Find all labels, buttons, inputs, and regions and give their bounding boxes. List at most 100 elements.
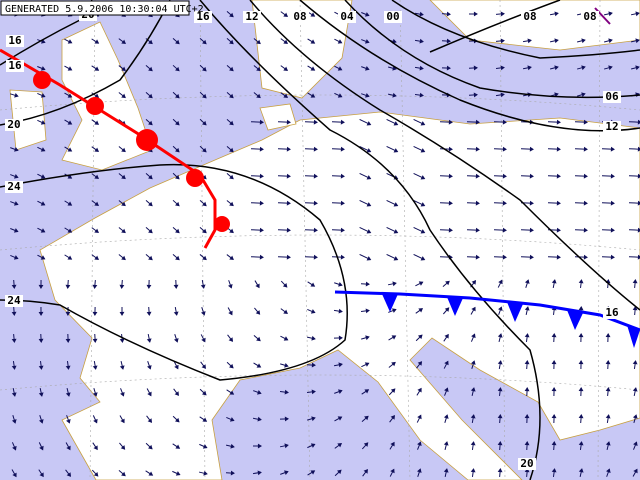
wind-head	[500, 92, 505, 98]
wind-head	[147, 391, 152, 397]
wind-head	[338, 335, 343, 341]
wind-head	[366, 202, 372, 207]
wind-arrow	[549, 65, 559, 71]
wind-head	[148, 120, 153, 126]
wind-head	[443, 468, 449, 473]
wind-arrow	[497, 387, 503, 397]
wind-arrow	[443, 441, 449, 451]
wind-arrow	[306, 335, 316, 341]
wind-arrow	[172, 145, 180, 153]
wind-head	[229, 417, 235, 422]
wind-head	[556, 227, 561, 233]
isobar-labels: 1616202424201612080400080806121620	[5, 8, 621, 470]
wind-head	[444, 333, 449, 339]
isobar-label: 24	[7, 294, 21, 307]
wind-arrow	[551, 360, 557, 370]
wind-head	[175, 174, 180, 180]
wind-arrow	[443, 333, 449, 342]
wind-head	[284, 416, 289, 422]
wind-arrow	[415, 281, 424, 287]
wind-head	[444, 387, 449, 393]
wind-head	[148, 66, 153, 72]
wind-head	[120, 418, 125, 424]
wind-arrow	[92, 306, 98, 316]
wind-head	[417, 414, 422, 420]
wind-arrow	[10, 255, 19, 260]
wind-head	[551, 387, 557, 392]
wind-arrow	[277, 227, 291, 233]
wind-head	[310, 282, 316, 287]
wind-arrow	[601, 254, 615, 260]
wind-head	[174, 391, 179, 396]
wind-head	[498, 279, 503, 285]
wind-arrow	[415, 308, 424, 314]
wind-head	[556, 146, 561, 152]
wind-arrow	[386, 199, 399, 207]
wind-head	[202, 417, 208, 422]
wind-arrow	[145, 226, 153, 234]
wind-arrow	[118, 65, 126, 72]
wind-head	[502, 119, 507, 125]
wind-head	[202, 39, 207, 45]
wind-arrow	[441, 11, 451, 17]
wind-arrow	[601, 227, 615, 233]
wind-head	[393, 148, 399, 153]
wind-head	[578, 441, 584, 446]
wind-head	[366, 175, 372, 180]
wind-head	[93, 445, 98, 451]
isobar-label: 20	[7, 118, 20, 131]
wind-arrow	[277, 200, 291, 206]
wind-arrow	[253, 38, 261, 45]
wind-head	[67, 255, 73, 260]
wind-arrow	[145, 91, 153, 99]
wind-arrow	[524, 360, 530, 370]
wind-arrow	[145, 442, 153, 450]
wind-head	[471, 333, 476, 339]
wind-arrow	[630, 11, 640, 17]
wind-head	[11, 392, 17, 397]
wind-arrow	[66, 415, 71, 424]
wind-head	[419, 38, 424, 44]
wind-head	[497, 333, 503, 338]
wind-head	[554, 65, 559, 71]
wind-head	[502, 146, 507, 152]
wind-head	[311, 416, 316, 422]
wind-head	[286, 200, 291, 206]
wind-head	[578, 333, 584, 338]
wind-head	[255, 283, 260, 289]
wind-arrow	[38, 360, 44, 370]
wind-arrow	[10, 147, 19, 152]
wind-head	[259, 173, 264, 179]
wind-head	[337, 66, 343, 71]
wind-head	[497, 387, 503, 392]
wind-head	[200, 284, 206, 289]
wind-head	[94, 201, 100, 206]
wind-head	[524, 414, 530, 419]
wind-head	[201, 337, 206, 343]
wind-arrow	[119, 279, 125, 289]
wind-arrow	[118, 173, 126, 180]
wind-arrow	[37, 119, 46, 125]
wind-arrow	[361, 442, 369, 450]
wind-head	[502, 200, 507, 206]
wind-arrow	[331, 119, 345, 125]
wind-arrow	[200, 279, 206, 289]
wind-arrow	[334, 65, 343, 71]
wind-arrow	[359, 253, 372, 261]
wind-arrow	[173, 334, 179, 343]
wind-arrow	[253, 65, 261, 72]
wind-arrow	[92, 415, 98, 424]
wind-head	[67, 174, 73, 179]
wind-arrow	[11, 279, 17, 289]
isobar-label-box	[521, 11, 539, 23]
wind-head	[67, 147, 73, 152]
wind-arrow	[307, 416, 316, 422]
wind-arrow	[120, 388, 125, 397]
wind-arrow	[388, 308, 397, 313]
wind-head	[337, 443, 343, 448]
wind-arrow	[280, 280, 288, 288]
wind-head	[229, 363, 234, 369]
wind-head	[416, 468, 422, 473]
wind-head	[40, 93, 46, 98]
wind-head	[418, 281, 424, 286]
